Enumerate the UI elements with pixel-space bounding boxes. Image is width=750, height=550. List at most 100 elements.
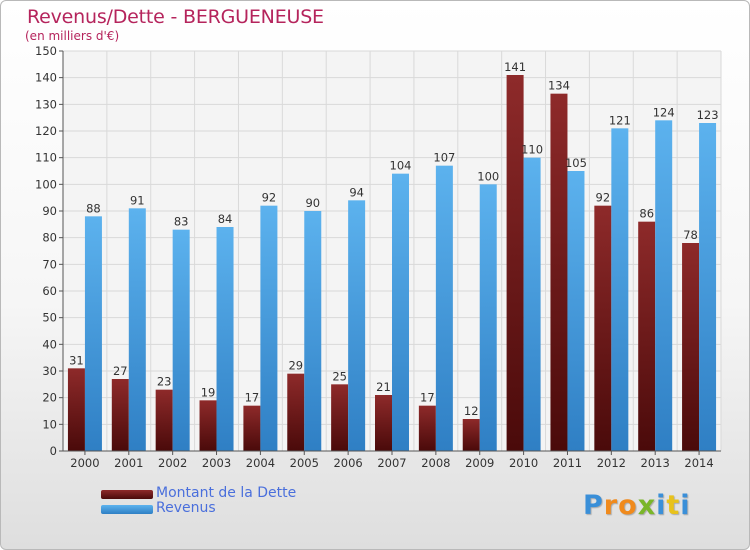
bar-revenus [699,123,717,451]
bar-dette [638,221,656,451]
bar-revenus [304,211,322,451]
data-label-revenus: 121 [609,113,631,127]
logo-letter: t [666,490,681,521]
bar-dette [594,205,612,451]
y-tick-label: 20 [42,391,57,405]
bar-dette [375,395,392,451]
x-tick-label: 2008 [421,456,450,470]
y-tick-label: 80 [42,231,57,245]
data-label-revenus: 124 [653,105,675,119]
x-tick-label: 2002 [158,456,187,470]
data-label-dette: 31 [69,353,84,367]
bar-revenus [655,120,673,451]
data-label-dette: 29 [288,359,303,373]
bar-revenus [523,157,541,451]
legend-swatch-dette [101,490,153,499]
logo-letter: r [603,490,619,521]
bar-revenus [260,205,278,451]
data-label-revenus: 123 [697,108,719,122]
data-label-dette: 17 [245,391,260,405]
bar-chart: 31 88 27 91 23 83 19 84 17 92 29 90 25 94 21 104 17 107 12… [35,44,722,470]
legend-label-revenus: Revenus [156,500,216,516]
data-label-dette: 134 [548,79,570,93]
bar-revenus [172,229,190,451]
bar-revenus [216,227,234,451]
data-label-dette: 25 [332,369,347,383]
x-tick-label: 2010 [509,456,538,470]
bar-dette [67,368,85,451]
x-tick-label: 2004 [246,456,275,470]
bars [67,75,717,452]
y-tick-label: 0 [50,444,57,458]
bar-revenus [128,208,146,451]
axes: 0 10 20 30 40 50 60 70 80 90 100 110 120 130 140 150 200… [35,44,721,470]
data-label-revenus: 92 [262,191,277,205]
bar-dette [418,405,436,451]
y-tick-label: 130 [35,97,57,111]
x-tick-label: 2006 [333,456,362,470]
data-label-revenus: 110 [521,143,543,157]
bar-dette [155,389,173,451]
logo-letter: i [656,490,667,521]
data-label-dette: 19 [201,385,216,399]
chart-subtitle: (en milliers d'€) [25,29,120,43]
data-label-revenus: 83 [174,215,189,229]
data-label-dette: 78 [683,228,698,242]
data-label-dette: 86 [639,207,654,221]
legend-label-dette: Montant de la Dette [156,485,297,501]
x-tick-label: 2001 [114,456,143,470]
data-label-revenus: 84 [218,212,233,226]
bar-dette [331,384,349,451]
bar-dette [506,75,524,451]
data-label-dette: 23 [157,375,172,389]
bar-revenus [348,200,366,451]
logo-letter: i [680,490,691,521]
y-tick-label: 60 [42,284,57,298]
data-label-dette: 17 [420,391,435,405]
logo-letter: P [583,490,604,521]
logo-letter: o [618,490,638,521]
chart-title: Revenus/Dette - BERGUENEUSE [27,6,324,28]
logo-letter: x [637,490,657,521]
x-tick-label: 2005 [290,456,319,470]
bar-dette [199,400,217,451]
y-tick-label: 30 [42,364,57,378]
x-tick-label: 2007 [377,456,406,470]
data-label-dette: 12 [464,404,479,418]
bar-revenus [392,173,409,451]
proxiti-logo: Proxiti [583,490,691,521]
y-tick-label: 120 [35,124,57,138]
y-tick-label: 150 [35,44,57,58]
y-tick-label: 50 [42,311,57,325]
y-tick-label: 70 [42,257,57,271]
bar-revenus [567,171,585,451]
data-label-revenus: 94 [349,185,364,199]
bar-revenus [435,165,453,451]
y-tick-label: 40 [42,337,57,351]
y-tick-label: 110 [35,151,57,165]
bar-dette [550,93,568,452]
x-tick-label: 2000 [70,456,99,470]
data-labels: 31 88 27 91 23 83 19 84 17 92 29 90 25 94 21 104 17 107 12… [69,60,718,418]
y-tick-label: 140 [35,71,57,85]
bar-revenus [611,128,629,451]
data-label-dette: 92 [596,191,611,205]
bar-revenus [84,216,102,451]
x-tick-label: 2003 [202,456,231,470]
data-label-revenus: 91 [130,193,145,207]
bar-revenus [479,184,497,452]
x-tick-label: 2009 [465,456,494,470]
data-label-dette: 141 [504,60,526,74]
data-label-revenus: 90 [305,196,320,210]
data-label-revenus: 104 [390,159,412,173]
legend-swatch-revenus [101,505,153,514]
data-label-revenus: 107 [433,151,455,165]
data-label-revenus: 105 [565,156,587,170]
y-tick-label: 10 [42,417,57,431]
bar-dette [462,419,480,451]
bar-dette [682,243,700,451]
x-tick-label: 2011 [553,456,582,470]
bar-dette [111,379,129,451]
data-label-dette: 27 [113,364,128,378]
